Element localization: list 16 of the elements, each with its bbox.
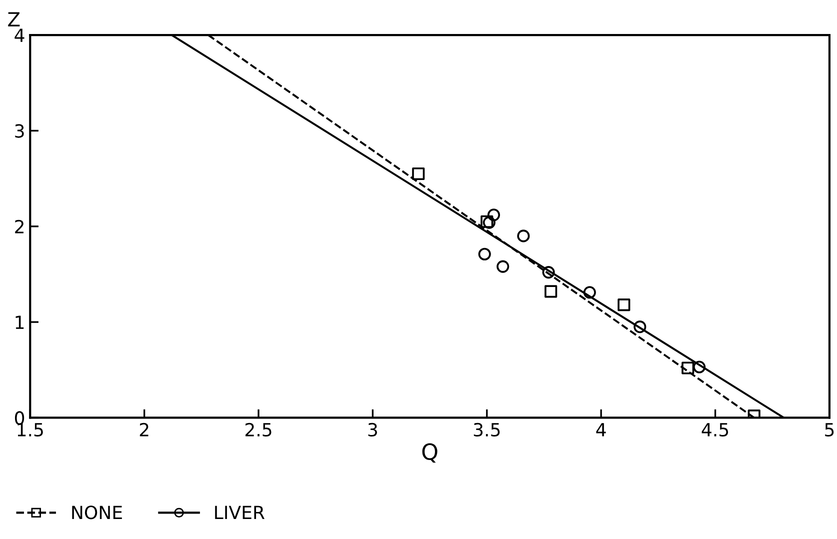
x-tick-label: 4.5 xyxy=(702,423,728,437)
x-tick-label: 2.5 xyxy=(245,422,272,437)
x-tick-label: 5 xyxy=(825,423,834,437)
legend-label: LIVER xyxy=(215,506,265,519)
x-tick-label: 2 xyxy=(140,422,148,436)
x-tick-label: 4 xyxy=(596,423,606,436)
x-tick-label: 3 xyxy=(368,422,377,437)
y-tick-label: 2 xyxy=(15,220,24,234)
y-tick-label: 1 xyxy=(16,316,24,329)
y-tick-label: 3 xyxy=(15,124,24,138)
x-tick-label: 3.5 xyxy=(474,422,500,437)
y-tick-label: 4 xyxy=(14,28,24,42)
x-tick-label: 1.5 xyxy=(18,423,43,437)
legend-label: NONE xyxy=(72,506,122,520)
y-axis-title: Z xyxy=(8,12,20,26)
x-axis-title: Q xyxy=(422,443,438,463)
